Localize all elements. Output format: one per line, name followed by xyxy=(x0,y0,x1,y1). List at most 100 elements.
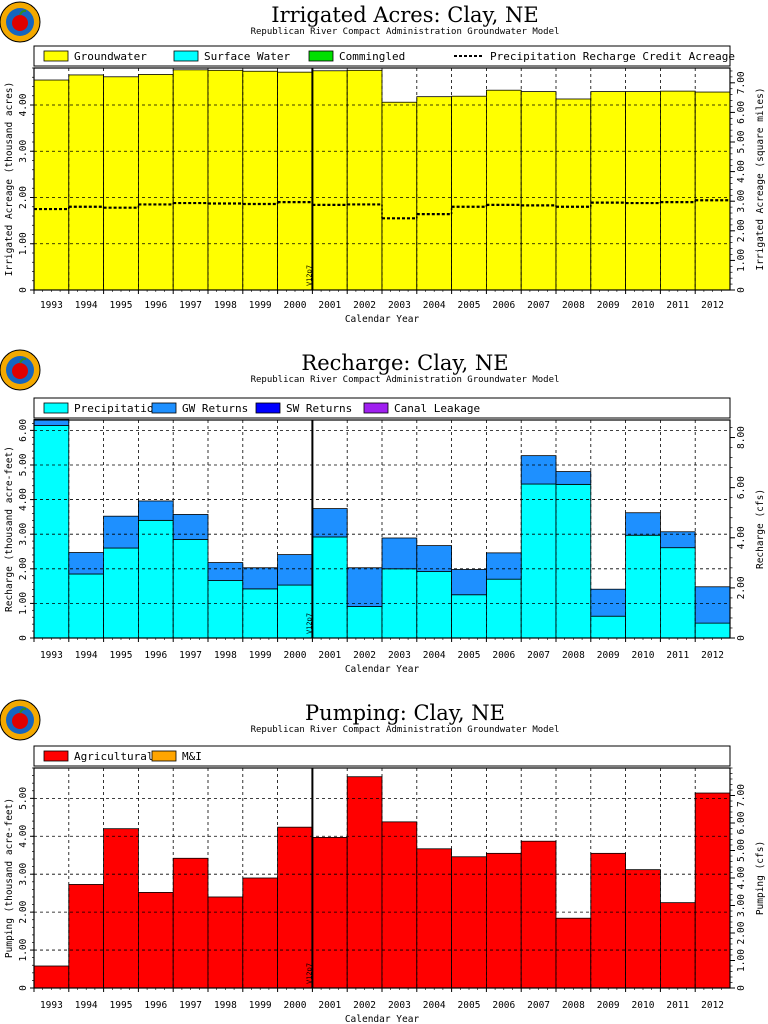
ytick-label-2: 2.00 xyxy=(18,186,29,209)
bar-0-3 xyxy=(137,519,174,639)
xtick-label-6: 1999 xyxy=(249,300,272,311)
y-axis-label: Recharge (thousand acre-feet) xyxy=(4,446,15,612)
bar-0-1 xyxy=(68,74,105,291)
bar-0-16 xyxy=(590,852,626,989)
y-axis-label: Pumping (thousand acre-feet) xyxy=(4,798,15,958)
bar-0-5 xyxy=(207,896,244,989)
ytick-label-2: 2.00 xyxy=(18,900,29,923)
legend-swatch-0 xyxy=(43,402,69,414)
bar-0-19 xyxy=(694,91,731,291)
bar-0-13 xyxy=(485,89,522,291)
apple-icon xyxy=(12,713,28,729)
ytick-label-5: 5.00 xyxy=(18,787,29,810)
bar-0-14 xyxy=(520,91,557,291)
xtick-label-0: 1993 xyxy=(40,300,63,311)
y2tick-label-6: 6.00 xyxy=(736,811,747,834)
xtick-label-14: 2007 xyxy=(527,1000,550,1011)
apple-icon xyxy=(12,363,28,379)
bar-0-6 xyxy=(242,588,279,639)
bar-0-16 xyxy=(590,91,626,291)
ytick-label-3: 3.00 xyxy=(18,522,29,545)
ytick-label-1: 1.00 xyxy=(18,592,29,615)
bar-0-15 xyxy=(555,98,592,291)
bar-0-5 xyxy=(207,580,244,639)
bar-1-10 xyxy=(381,537,418,570)
xtick-label-2: 1995 xyxy=(110,650,133,661)
bar-0-14 xyxy=(520,483,557,639)
legend-box xyxy=(33,745,731,767)
legend-swatch-1 xyxy=(173,50,199,62)
bar-1-4 xyxy=(172,514,209,540)
xtick-label-13: 2006 xyxy=(492,650,515,661)
bar-0-10 xyxy=(381,101,418,291)
legend-swatch-2 xyxy=(308,50,334,62)
bar-0-13 xyxy=(485,578,522,639)
xtick-label-10: 2003 xyxy=(388,1000,411,1011)
chart-subtitle: Republican River Compact Administration … xyxy=(251,27,560,37)
chart-title: Recharge: Clay, NE xyxy=(301,351,508,375)
ytick-label-2: 2.00 xyxy=(18,557,29,580)
legend-label-1: GW Returns xyxy=(182,402,248,415)
bar-0-17 xyxy=(625,869,661,989)
bar-0-14 xyxy=(520,840,557,989)
legend-label-0: Agricultural xyxy=(74,750,153,763)
ytick-label-4: 4.00 xyxy=(18,488,29,511)
xtick-label-8: 2001 xyxy=(318,650,341,661)
xtick-label-10: 2003 xyxy=(388,650,411,661)
bar-0-0 xyxy=(33,79,70,291)
bar-0-9 xyxy=(346,69,383,291)
legend-label-2: SW Returns xyxy=(286,402,352,415)
y2tick-label-2: 2.00 xyxy=(736,921,747,944)
xtick-label-12: 2005 xyxy=(458,1000,481,1011)
leaf-icon xyxy=(19,9,27,16)
xtick-label-15: 2008 xyxy=(562,300,585,311)
xtick-label-0: 1993 xyxy=(40,1000,63,1011)
bar-1-14 xyxy=(520,455,557,485)
bar-1-7 xyxy=(277,554,313,586)
xtick-label-17: 2010 xyxy=(632,1000,655,1011)
xtick-label-8: 2001 xyxy=(318,300,341,311)
bar-0-4 xyxy=(172,538,209,639)
y2tick-label-2: 4.00 xyxy=(736,526,747,549)
bar-1-11 xyxy=(416,545,452,572)
xtick-label-12: 2005 xyxy=(458,650,481,661)
ytick-label-1: 1.00 xyxy=(18,232,29,255)
legend-label-3: Canal Leakage xyxy=(394,402,480,415)
bar-1-6 xyxy=(242,567,279,590)
y2tick-label-6: 6.00 xyxy=(736,101,747,124)
xtick-label-7: 2000 xyxy=(284,1000,307,1011)
x-axis-label: Calendar Year xyxy=(345,314,420,325)
xtick-label-4: 1997 xyxy=(179,300,202,311)
xtick-label-11: 2004 xyxy=(423,300,446,311)
apple-icon xyxy=(12,15,28,31)
xtick-label-13: 2006 xyxy=(492,1000,515,1011)
ytick-label-3: 3.00 xyxy=(18,140,29,163)
xtick-label-17: 2010 xyxy=(632,300,655,311)
y2tick-label-4: 4.00 xyxy=(736,160,747,183)
xtick-label-9: 2002 xyxy=(353,650,376,661)
xtick-label-7: 2000 xyxy=(284,300,307,311)
xtick-label-3: 1996 xyxy=(144,1000,167,1011)
bar-0-8 xyxy=(311,536,348,639)
bar-0-19 xyxy=(694,792,731,989)
chart-title: Irrigated Acres: Clay, NE xyxy=(271,3,538,27)
xtick-label-4: 1997 xyxy=(179,1000,202,1011)
ytick-label-6: 6.00 xyxy=(18,419,29,442)
xtick-label-16: 2009 xyxy=(597,300,620,311)
xtick-label-2: 1995 xyxy=(110,1000,133,1011)
legend-swatch-1 xyxy=(151,750,177,762)
bar-0-18 xyxy=(660,547,696,639)
ytick-label-1: 1.00 xyxy=(18,938,29,961)
y2tick-label-3: 6.00 xyxy=(736,476,747,499)
xtick-label-19: 2012 xyxy=(701,300,724,311)
bar-0-11 xyxy=(416,571,452,639)
bar-1-12 xyxy=(451,569,487,596)
xtick-label-0: 1993 xyxy=(40,650,63,661)
bar-0-7 xyxy=(277,71,313,291)
legend-label-1: Surface Water xyxy=(204,50,290,63)
bar-1-5 xyxy=(207,562,244,581)
y2-axis-label: Irrigated Acreage (square miles) xyxy=(755,87,766,270)
bar-0-8 xyxy=(311,70,348,291)
